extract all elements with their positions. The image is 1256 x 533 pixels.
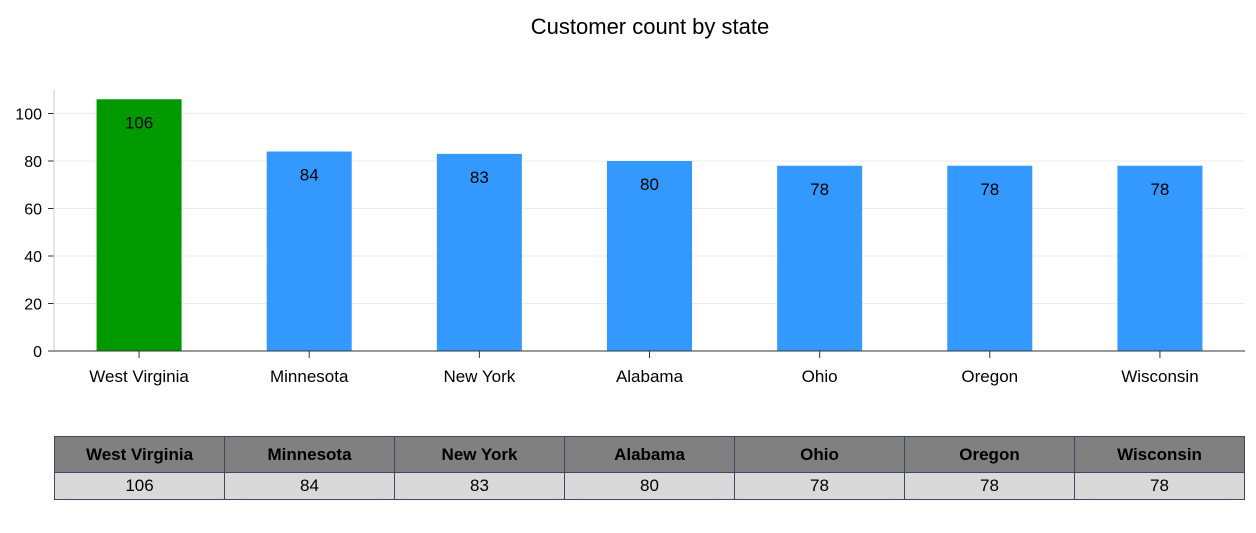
data-label: 78: [1150, 180, 1169, 199]
bar: [266, 151, 352, 351]
table-cell: 80: [564, 472, 735, 500]
bar: [607, 161, 692, 351]
data-label: 78: [980, 180, 999, 199]
x-tick-label: Wisconsin: [1121, 367, 1198, 386]
table-header-cell: West Virginia: [54, 436, 225, 473]
table-header-cell: Ohio: [734, 436, 905, 473]
chart-title: Customer count by state: [531, 14, 769, 39]
table-cell: 84: [224, 472, 395, 500]
table-cell: 78: [734, 472, 905, 500]
table-header-cell: New York: [394, 436, 565, 473]
y-tick-label: 100: [15, 107, 42, 124]
data-label: 78: [810, 180, 829, 199]
x-tick-label: Oregon: [961, 367, 1018, 386]
axes: [48, 89, 1245, 358]
y-tick-label: 60: [24, 202, 42, 219]
bar: [1117, 165, 1203, 351]
table-cell: 78: [1074, 472, 1245, 500]
bar: [436, 153, 522, 351]
table-row: 106 84 83 80 78 78 78: [54, 472, 1245, 500]
data-label: 84: [300, 166, 319, 185]
table-header-row: West Virginia Minnesota New York Alabama Ohi…: [54, 436, 1245, 473]
bar: [947, 165, 1033, 351]
data-label: 80: [640, 175, 659, 194]
x-tick-label: Minnesota: [270, 367, 349, 386]
table-header-cell: Wisconsin: [1074, 436, 1245, 473]
labels: 0 20 40 60 80 100 106 West Virginia 84 Minnesota 8…: [15, 107, 1198, 387]
y-tick-label: 40: [24, 249, 42, 266]
bar: [777, 165, 863, 351]
y-tick-label: 0: [33, 344, 42, 361]
table-header-cell: Alabama: [564, 436, 735, 473]
table-cell: 78: [904, 472, 1075, 500]
x-tick-label: New York: [443, 367, 515, 386]
data-label: 106: [125, 113, 153, 132]
data-table: West Virginia Minnesota New York Alabama Ohi…: [54, 436, 1245, 500]
bars: [96, 99, 1203, 351]
y-tick-label: 80: [24, 154, 42, 171]
x-tick-label: Ohio: [802, 367, 838, 386]
table-cell: 83: [394, 472, 565, 500]
x-tick-label: Alabama: [616, 367, 684, 386]
y-tick-label: 20: [24, 297, 42, 314]
x-tick-label: West Virginia: [89, 367, 189, 386]
data-label: 83: [470, 168, 489, 187]
table-header-cell: Minnesota: [224, 436, 395, 473]
bar: [96, 99, 182, 351]
bar-chart: Customer count by state 0 20 40 60 80 100 106 W…: [15, 14, 1245, 387]
table-header-cell: Oregon: [904, 436, 1075, 473]
table-cell: 106: [54, 472, 225, 500]
